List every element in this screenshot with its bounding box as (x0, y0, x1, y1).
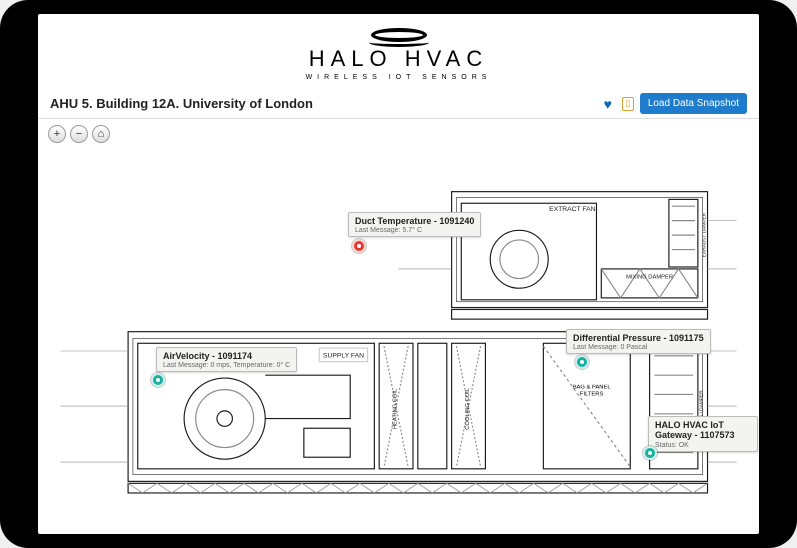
bag-panel-label: BAG & PANEL FILTERS (563, 385, 621, 399)
header-actions: ♥ ▯ Load Data Snapshot (600, 93, 747, 114)
zoom-toolbar: + − ⌂ (38, 119, 759, 149)
sensor-tag-air-velocity[interactable]: AirVelocity - 1091174 Last Message: 0 mp… (156, 347, 297, 372)
tablet-screen: HALO HVAC WIRELESS IOT SENSORS AHU 5. Bu… (38, 14, 759, 534)
tablet-frame: HALO HVAC WIRELESS IOT SENSORS AHU 5. Bu… (0, 0, 797, 548)
sensor-tag-diff-pressure[interactable]: Differential Pressure - 1091175 Last Mes… (566, 329, 711, 354)
brand-subtitle: WIRELESS IOT SENSORS (38, 74, 759, 81)
halo-ring-icon (371, 28, 427, 42)
supply-fan-label: SUPPLY FAN (323, 353, 364, 360)
exhaust-damper-label: EXHAUST DAMPER (702, 212, 708, 257)
load-snapshot-button[interactable]: Load Data Snapshot (640, 93, 747, 114)
sensor-title: AirVelocity - 1091174 (163, 351, 290, 361)
app-header: AHU 5. Building 12A. University of Londo… (38, 87, 759, 119)
sensor-pin-gateway[interactable] (643, 446, 657, 460)
sensor-tag-gateway[interactable]: HALO HVAC IoT Gateway - 1107573 Status: … (648, 416, 758, 452)
page-title: AHU 5. Building 12A. University of Londo… (50, 96, 313, 111)
sensor-pin-duct-temperature[interactable] (352, 239, 366, 253)
document-icon[interactable]: ▯ (622, 97, 634, 111)
zoom-out-button[interactable]: − (70, 125, 88, 143)
sensor-tag-duct-temperature[interactable]: Duct Temperature - 1091240 Last Message:… (348, 212, 481, 237)
zoom-home-button[interactable]: ⌂ (92, 125, 110, 143)
sensor-subtitle: Last Message: 0 Pascal (573, 344, 704, 351)
sensor-title: HALO HVAC IoT Gateway - 1107573 (655, 420, 751, 441)
brand-block: HALO HVAC WIRELESS IOT SENSORS (38, 14, 759, 87)
sensor-pin-air-velocity[interactable] (151, 373, 165, 387)
zoom-in-button[interactable]: + (48, 125, 66, 143)
sensor-pin-diff-pressure[interactable] (575, 355, 589, 369)
sensor-subtitle: Last Message: 5.7° C (355, 227, 474, 234)
heating-coil-label: HEATING COIL (393, 388, 399, 429)
brand-title: HALO HVAC (38, 46, 759, 72)
sensor-subtitle: Status: OK (655, 442, 751, 449)
favorite-icon[interactable]: ♥ (600, 96, 616, 112)
cooling-coil-label: COOLING COIL (465, 387, 471, 430)
extract-fan-label: EXTRACT FAN (549, 206, 596, 213)
sensor-title: Duct Temperature - 1091240 (355, 216, 474, 226)
sensor-subtitle: Last Message: 0 mps, Temperature: 0° C (163, 362, 290, 369)
mixing-damper-label: MIXING DAMPER (626, 275, 673, 281)
sensor-title: Differential Pressure - 1091175 (573, 333, 704, 343)
